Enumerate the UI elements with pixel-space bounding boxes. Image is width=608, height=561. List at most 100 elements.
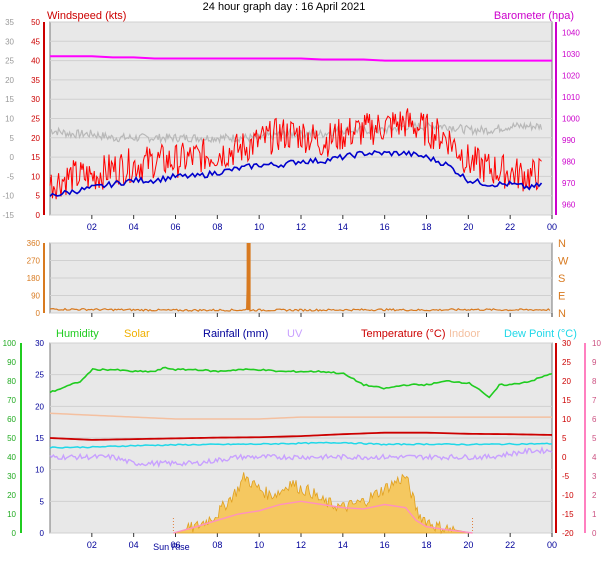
wind-y-tick-label: 30: [31, 95, 40, 104]
wind-x-tick-label: 14: [338, 222, 348, 232]
wind-legend: Windspeed (kts): [47, 10, 126, 22]
temp-y-tick-label: 0: [562, 453, 567, 462]
rain-y-tick-label: 15: [35, 434, 44, 443]
compass-label: N: [558, 308, 566, 320]
temperature-x-tick-label: 18: [421, 540, 431, 550]
uv-line: [49, 446, 553, 468]
uv-y-tick-label: 8: [592, 377, 597, 386]
temp-y-tick-label: 10: [562, 415, 571, 424]
legend-temp: Temperature (°C): [361, 328, 445, 340]
baro-y-tick-label: 970: [562, 179, 576, 188]
direction-y-tick-label: 270: [27, 257, 41, 266]
baro-y-tick-label: 960: [562, 200, 576, 209]
wind-x-tick-label: 20: [463, 222, 473, 232]
rain-y-tick-label: 5: [40, 497, 45, 506]
temperature-x-tick-label: 02: [87, 540, 97, 550]
temperature-x-tick-label: 20: [463, 540, 473, 550]
direction-y-tick-label: 90: [31, 292, 40, 301]
dewpoint-line: [49, 441, 553, 449]
temperature-x-tick-label: 00: [547, 540, 557, 550]
compass-label: W: [558, 256, 569, 268]
solar-max-line: [173, 500, 473, 534]
temp-y-tick-label: -5: [562, 472, 570, 481]
uv-y-tick-label: 1: [592, 510, 597, 519]
direction-y-tick-label: 0: [36, 309, 41, 318]
humidity-y-tick-label: 100: [3, 339, 17, 348]
wind-outer-y-tick-label: 5: [10, 134, 15, 143]
humidity-y-tick-label: 10: [7, 510, 16, 519]
wind-outer-y-tick-label: -10: [2, 192, 14, 201]
uv-y-tick-label: 2: [592, 491, 597, 500]
temp-y-tick-label: 20: [562, 377, 571, 386]
legend-rain: Rainfall (mm): [203, 328, 268, 340]
wind-x-tick-label: 12: [296, 222, 306, 232]
wind-x-tick-label: 08: [212, 222, 222, 232]
indoor-line: [49, 412, 552, 420]
uv-y-tick-label: 5: [592, 434, 597, 443]
wind-outer-y-tick-label: 25: [5, 57, 14, 66]
temperature-x-tick-label: 04: [129, 540, 139, 550]
humidity-y-tick-label: 0: [12, 529, 17, 538]
uv-y-tick-label: 10: [592, 339, 601, 348]
rain-y-tick-label: 10: [35, 466, 44, 475]
baro-y-tick-label: 1020: [562, 72, 580, 81]
wind-y-tick-label: 40: [31, 57, 40, 66]
wind-outer-y-tick-label: -5: [7, 172, 15, 181]
baro-y-tick-label: 1040: [562, 29, 580, 38]
wind-outer-y-tick-label: 15: [5, 95, 14, 104]
temperature-x-tick-label: 16: [380, 540, 390, 550]
chart-title: 24 hour graph day : 16 April 2021: [203, 1, 366, 13]
temp-y-tick-label: 25: [562, 358, 571, 367]
wind-chart: 0-155-1010-51502052510301535204025453050…: [2, 18, 580, 232]
temp-y-tick-label: 30: [562, 339, 571, 348]
wind-x-tick-label: 00: [547, 222, 557, 232]
baro-y-tick-label: 990: [562, 136, 576, 145]
wind-y-tick-label: 0: [36, 211, 41, 220]
uv-y-tick-label: 7: [592, 396, 597, 405]
temperature-x-tick-label: 08: [212, 540, 222, 550]
wind-y-tick-label: 5: [36, 192, 41, 201]
temperature-x-tick-label: 06: [170, 540, 180, 550]
humidity-line: [49, 366, 553, 399]
direction-y-tick-label: 180: [27, 274, 41, 283]
temperature-x-tick-label: 10: [254, 540, 264, 550]
wind-y-tick-label: 25: [31, 115, 40, 124]
wind-x-tick-label: 18: [421, 222, 431, 232]
wind-x-tick-label: 06: [170, 222, 180, 232]
wind-y-tick-label: 45: [31, 37, 40, 46]
temp-y-tick-label: -20: [562, 529, 574, 538]
wind-outer-y-tick-label: 0: [10, 153, 15, 162]
humidity-y-tick-label: 60: [7, 415, 16, 424]
wind-x-tick-label: 02: [87, 222, 97, 232]
humidity-y-tick-label: 70: [7, 396, 16, 405]
wind-x-tick-label: 16: [380, 222, 390, 232]
temperature-x-tick-label: 14: [338, 540, 348, 550]
temp-y-tick-label: -15: [562, 510, 574, 519]
rain-y-tick-label: 30: [35, 339, 44, 348]
solar-area: [173, 472, 473, 535]
rain-y-tick-label: 0: [40, 529, 45, 538]
baro-y-tick-label: 1000: [562, 115, 580, 124]
baro-y-tick-label: 1030: [562, 50, 580, 59]
wind-x-tick-label: 22: [505, 222, 515, 232]
legend-uv: UV: [287, 328, 303, 340]
legend-humidity: Humidity: [56, 328, 99, 340]
wind-y-tick-label: 35: [31, 76, 40, 85]
barometer-line: [50, 55, 552, 62]
wind-outer-y-tick-label: 30: [5, 37, 14, 46]
wind-gust-line: [49, 108, 542, 200]
temp-y-tick-label: 5: [562, 434, 567, 443]
wind-y-tick-label: 10: [31, 172, 40, 181]
direction-chart: 0 N 90 E 180 S 270 W 360 N: [27, 238, 569, 320]
wind-grey-line: [49, 120, 543, 145]
humidity-y-tick-label: 30: [7, 472, 16, 481]
temperature-chart: 0510152025300102030405060708090100-20-15…: [3, 328, 602, 552]
uv-y-tick-label: 3: [592, 472, 597, 481]
baro-y-tick-label: 980: [562, 157, 576, 166]
temperature-x-tick-label: 12: [296, 540, 306, 550]
wind-y-tick-label: 50: [31, 18, 40, 27]
wind-outer-y-tick-label: 10: [5, 115, 14, 124]
uv-y-tick-label: 9: [592, 358, 597, 367]
uv-y-tick-label: 0: [592, 529, 597, 538]
